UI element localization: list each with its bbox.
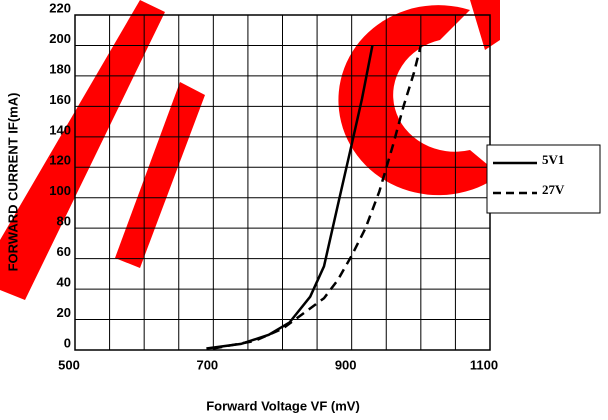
series-line bbox=[206, 45, 374, 350]
y-tick-label: 60 bbox=[57, 244, 71, 259]
x-tick-label: 1100 bbox=[470, 357, 498, 372]
x-axis-label: Forward Voltage VF (mV) bbox=[206, 398, 360, 413]
watermark bbox=[0, 0, 500, 300]
watermark-stroke bbox=[0, 0, 165, 300]
x-tick-label: 500 bbox=[58, 357, 80, 372]
x-tick-label: 700 bbox=[196, 357, 218, 372]
watermark-stroke bbox=[470, 0, 500, 50]
y-tick-label: 220 bbox=[49, 0, 71, 15]
y-tick-label: 40 bbox=[57, 275, 71, 290]
watermark-stroke bbox=[115, 82, 205, 268]
y-tick-label: 160 bbox=[49, 92, 71, 107]
y-tick-label: 20 bbox=[57, 305, 71, 320]
y-tick-label: 0 bbox=[64, 335, 71, 350]
legend: 5V1 27V bbox=[493, 152, 565, 197]
legend-label: 5V1 bbox=[542, 152, 564, 167]
y-tick-label: 180 bbox=[49, 61, 71, 76]
series-line bbox=[213, 45, 423, 350]
y-tick-label: 120 bbox=[49, 153, 71, 168]
y-tick-label: 100 bbox=[49, 183, 71, 198]
legend-box bbox=[486, 144, 601, 214]
y-axis-label: FORWARD CURRENT IF(mA) bbox=[5, 93, 20, 272]
watermark-arc bbox=[338, 5, 500, 196]
x-tick-label: 900 bbox=[335, 357, 357, 372]
y-tick-label: 80 bbox=[57, 214, 71, 229]
legend-label: 27V bbox=[542, 182, 565, 197]
y-tick-label: 200 bbox=[49, 31, 71, 46]
y-tick-label: 140 bbox=[49, 122, 71, 137]
